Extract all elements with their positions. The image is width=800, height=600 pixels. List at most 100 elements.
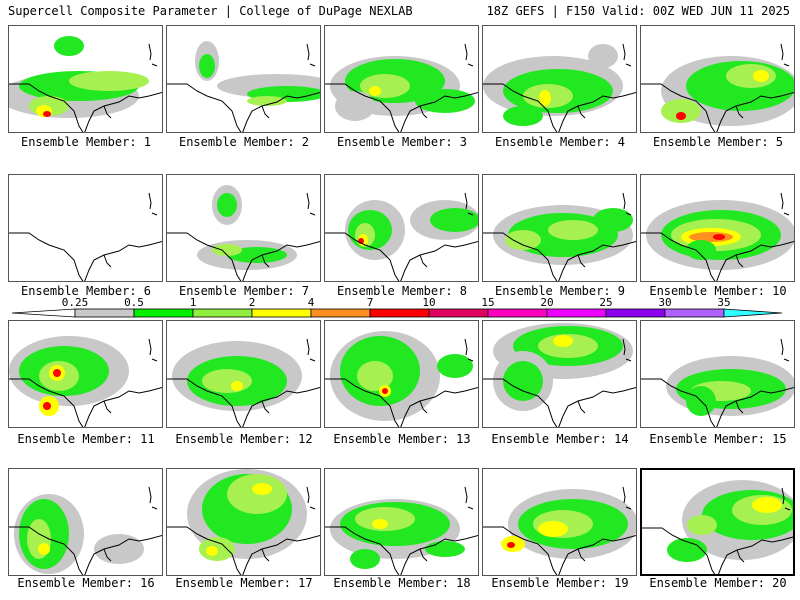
map-border-detail — [577, 254, 586, 268]
scp-contour-fill — [382, 388, 388, 394]
ensemble-member-panel[interactable] — [640, 320, 795, 428]
ensemble-member-label: Ensemble Member: 6 — [20, 284, 152, 298]
ensemble-member-label: Ensemble Member: 1 — [20, 135, 152, 149]
ensemble-member-panel[interactable] — [8, 468, 163, 576]
scp-contour-fill — [43, 402, 51, 410]
coastline-border — [9, 232, 162, 281]
map-border-detail — [783, 358, 790, 362]
ensemble-member-panel[interactable] — [166, 25, 321, 133]
ensemble-member-label: Ensemble Member: 3 — [336, 135, 468, 149]
scp-contour-fill — [202, 369, 252, 393]
ensemble-member-map — [9, 36, 162, 132]
colorbar-tick-label: 10 — [422, 296, 435, 309]
scp-contour-fill — [713, 234, 725, 240]
scp-contour-fill — [425, 541, 465, 557]
colorbar-tick-label: 25 — [599, 296, 612, 309]
ensemble-member-panel[interactable] — [324, 320, 479, 428]
ensemble-member-map — [483, 323, 636, 427]
ensemble-member-label: Ensemble Member: 19 — [491, 576, 629, 590]
scp-contour-fill — [212, 244, 242, 256]
coastline-border — [325, 232, 478, 281]
ensemble-member-label: Ensemble Member: 9 — [494, 284, 626, 298]
scp-contour-fill — [252, 483, 272, 495]
ensemble-member-panel[interactable] — [166, 468, 321, 576]
scp-contour-fill — [54, 36, 84, 56]
scp-contour-fill — [687, 515, 717, 535]
map-border-detail — [151, 506, 158, 510]
ensemble-member-map — [642, 480, 793, 574]
map-border-detail — [103, 548, 112, 562]
map-border-detail — [103, 254, 112, 268]
scp-contour-fill — [588, 44, 618, 68]
scp-contour-fill — [199, 54, 215, 78]
colorbar-lower-arrow — [11, 308, 76, 318]
map-border-detail — [464, 192, 468, 210]
map-border-detail — [735, 254, 744, 268]
ensemble-member-panel[interactable] — [640, 25, 795, 133]
map-border-detail — [622, 43, 626, 61]
ensemble-member-map — [9, 486, 162, 575]
coastline-border — [325, 83, 478, 132]
colorbar-segment — [369, 308, 430, 318]
ensemble-member-panel[interactable] — [166, 174, 321, 282]
colorbar-tick-label: 7 — [367, 296, 374, 309]
ensemble-member-label: Ensemble Member: 13 — [333, 432, 471, 446]
scp-contour-fill — [206, 546, 218, 556]
map-border-detail — [780, 338, 784, 356]
ensemble-member-panel[interactable] — [482, 320, 637, 428]
ensemble-member-panel[interactable] — [324, 174, 479, 282]
colorbar-upper-arrow — [723, 308, 783, 318]
scp-contour-fill — [752, 497, 782, 513]
ensemble-member-panel[interactable] — [482, 174, 637, 282]
scp-contour-fill — [247, 96, 287, 106]
scp-contour-fill — [355, 507, 415, 531]
colorbar-tick-label: 0.25 — [62, 296, 89, 309]
ensemble-member-label: Ensemble Member: 8 — [336, 284, 468, 298]
scp-contour-fill — [753, 70, 769, 82]
scp-contour-fill — [548, 220, 598, 240]
colorbar-tick-label: 35 — [717, 296, 730, 309]
scp-contour-fill — [430, 208, 478, 232]
map-border-detail — [736, 549, 745, 563]
map-border-detail — [151, 212, 158, 216]
map-border-detail — [467, 506, 474, 510]
ensemble-member-label: Ensemble Member: 5 — [652, 135, 784, 149]
colorbar-tick-label: 1 — [190, 296, 197, 309]
map-border-detail — [622, 192, 626, 210]
ensemble-member-panel[interactable] — [8, 174, 163, 282]
ensemble-member-panel[interactable] — [482, 468, 637, 576]
ensemble-member-panel[interactable] — [166, 320, 321, 428]
ensemble-member-map — [483, 486, 636, 575]
scp-contour-fill — [357, 361, 393, 391]
map-border-detail — [261, 105, 270, 119]
map-border-detail — [151, 63, 158, 67]
map-border-detail — [261, 400, 270, 414]
coastline-border — [167, 526, 320, 575]
scp-contour-fill — [437, 354, 473, 378]
ensemble-member-label: Ensemble Member: 10 — [649, 284, 787, 298]
scp-contour-fill — [538, 521, 568, 537]
map-border-detail — [467, 358, 474, 362]
scp-contour-fill — [507, 542, 515, 548]
ensemble-member-panel[interactable] — [482, 25, 637, 133]
coastline-border — [642, 527, 793, 574]
map-border-detail — [625, 358, 632, 362]
scp-contour-fill — [38, 543, 50, 555]
coastline-border — [9, 526, 162, 575]
ensemble-member-panel[interactable] — [8, 25, 163, 133]
ensemble-member-panel[interactable] — [640, 468, 795, 576]
colorbar: 0.25 0.5 1 2 4 7 10 15 20 25 30 35 — [11, 296, 783, 318]
scp-contour-fill — [503, 361, 543, 401]
map-border-detail — [577, 105, 586, 119]
map-border-detail — [464, 43, 468, 61]
map-border-detail — [464, 338, 468, 356]
colorbar-tick-label: 15 — [481, 296, 494, 309]
ensemble-member-panel[interactable] — [640, 174, 795, 282]
ensemble-member-panel[interactable] — [8, 320, 163, 428]
ensemble-member-label: Ensemble Member: 17 — [175, 576, 313, 590]
colorbar-segment — [133, 308, 194, 318]
map-border-detail — [419, 548, 428, 562]
ensemble-member-label: Ensemble Member: 14 — [491, 432, 629, 446]
ensemble-member-panel[interactable] — [324, 25, 479, 133]
ensemble-member-panel[interactable] — [324, 468, 479, 576]
